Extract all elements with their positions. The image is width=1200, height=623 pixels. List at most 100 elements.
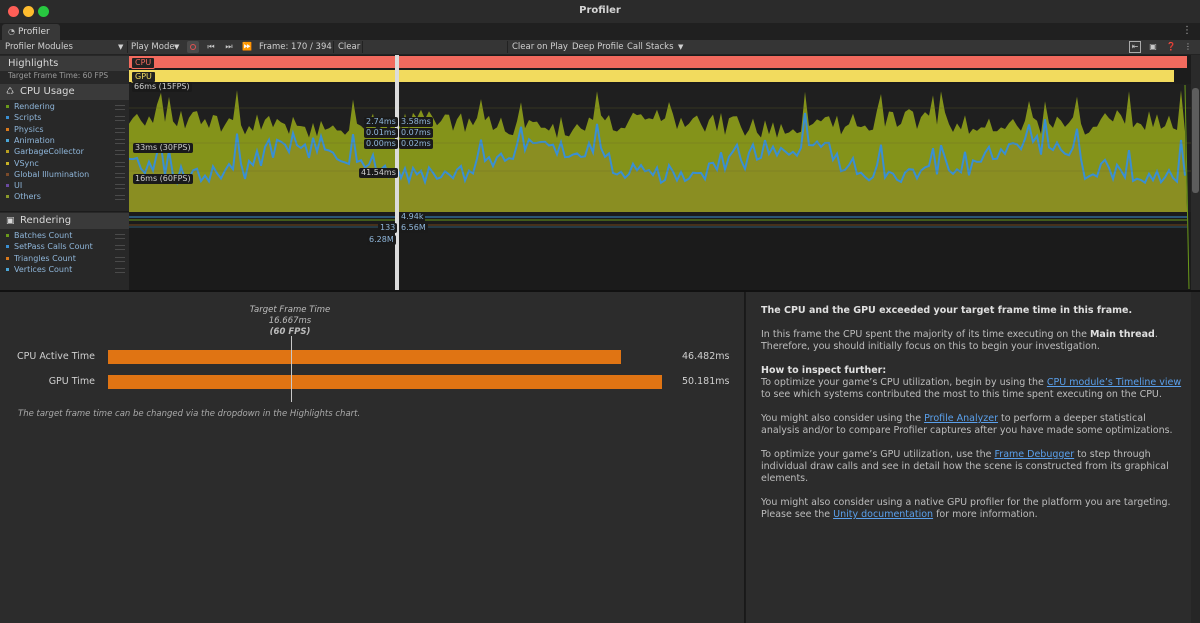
frame-analysis-panel: The CPU and the GPU exceeded your target… — [745, 292, 1200, 623]
legend-color-swatch — [6, 234, 9, 237]
legend-color-swatch — [6, 184, 9, 188]
chevron-down-icon[interactable]: ▼ — [118, 43, 124, 51]
load-icon[interactable]: ⇤ — [1129, 41, 1141, 53]
cpu-value-scripts: 3.58ms — [399, 117, 433, 127]
tab-profiler-label: Profiler — [18, 27, 50, 37]
drag-handle-icon[interactable] — [115, 161, 125, 167]
rendering-value-batches: 133 — [378, 223, 398, 233]
drag-handle-icon[interactable] — [115, 267, 125, 273]
play-mode-dropdown[interactable]: Play Mode — [131, 42, 175, 52]
analysis-scrollbar[interactable] — [1191, 292, 1200, 623]
target-frame-time-note: The target frame time can be changed via… — [18, 409, 361, 419]
rendering-chart — [129, 216, 1187, 228]
chart-label-33ms: 33ms (30FPS) — [133, 143, 193, 153]
cpu-value-animation: 0.07ms — [399, 128, 433, 138]
legend-label: Others — [14, 192, 41, 202]
modules-sidebar: Highlights Target Frame Time: 60 FPS ♺ C… — [0, 55, 129, 290]
charts-scrollbar[interactable] — [1191, 55, 1200, 290]
title-bar: Profiler — [0, 0, 1200, 24]
legend-label: Triangles Count — [14, 253, 76, 263]
drag-handle-icon[interactable] — [115, 256, 125, 262]
zoom-window-button[interactable] — [38, 6, 49, 17]
legend-label: Vertices Count — [14, 264, 73, 274]
legend-label: Animation — [14, 135, 55, 145]
legend-color-swatch — [6, 105, 9, 108]
drag-handle-icon[interactable] — [115, 138, 125, 144]
cpu-value-gc: 0.00ms — [364, 139, 398, 149]
drag-handle-icon[interactable] — [115, 234, 125, 239]
cpu-usage-module-header[interactable]: ♺ CPU Usage — [0, 84, 129, 100]
cpu-highlight-bar[interactable] — [129, 56, 1187, 68]
highlights-title: Highlights — [8, 58, 59, 69]
target-frame-time-line — [291, 336, 292, 402]
profiler-toolbar: Profiler Modules ▼ Play Mode ▼ ⏮ ⏭ ⏩ Fra… — [0, 40, 1200, 55]
next-frame-icon[interactable]: ⏭ — [225, 42, 233, 51]
unity-documentation-link[interactable]: Unity documentation — [833, 509, 934, 520]
cpu-timeline-link[interactable]: CPU module’s Timeline view — [1046, 377, 1182, 388]
more-options-icon[interactable]: ⋮ — [1184, 42, 1192, 51]
profile-analyzer-link[interactable]: Profile Analyzer — [924, 413, 998, 424]
frame-debugger-link[interactable]: Frame Debugger — [994, 449, 1075, 460]
legend-label: Batches Count — [14, 231, 73, 240]
save-icon[interactable]: ▣ — [1149, 42, 1157, 51]
target-ms: 16.667ms — [268, 316, 312, 326]
cpu-icon: ♺ — [6, 87, 15, 97]
scrollbar-thumb[interactable] — [1192, 88, 1199, 193]
advice-paragraph-3: You might also consider using the Profil… — [761, 413, 1173, 436]
drag-handle-icon[interactable] — [115, 150, 125, 156]
target-frame-time-dropdown[interactable]: Target Frame Time: 60 FPS — [8, 71, 109, 80]
drag-handle-icon[interactable] — [115, 105, 125, 110]
gpu-time-value: 50.181ms — [682, 376, 730, 387]
gpu-highlight-bar[interactable] — [129, 70, 1174, 82]
splitter[interactable] — [0, 290, 1200, 292]
clear-button[interactable]: Clear — [338, 42, 361, 52]
cpu-value-rendering: 2.74ms — [364, 117, 398, 127]
frame-counter: Frame: 170 / 394 — [259, 42, 332, 52]
deep-profile-toggle[interactable]: Deep Profile — [572, 42, 624, 52]
help-icon[interactable]: ❓ — [1166, 42, 1176, 51]
chart-label-66ms: 66ms (15FPS) — [132, 82, 192, 92]
call-stacks-dropdown[interactable]: Call Stacks — [627, 42, 674, 52]
profiler-charts[interactable] — [129, 55, 1191, 290]
target-frame-time-label: Target Frame Time 16.667ms (60 FPS) — [190, 305, 390, 338]
gpu-time-bar — [108, 375, 662, 389]
drag-handle-icon[interactable] — [115, 195, 125, 201]
cpu-active-time-label: CPU Active Time — [17, 351, 95, 362]
legend-color-swatch — [6, 256, 9, 260]
legend-label: Physics — [14, 124, 44, 134]
legend-color-swatch — [6, 172, 9, 176]
legend-label: Scripts — [14, 113, 42, 123]
cpu-value-others: 41.54ms — [359, 168, 398, 178]
cpu-value-vsync: 0.02ms — [399, 139, 433, 149]
legend-label: SetPass Calls Count — [14, 242, 93, 252]
close-window-button[interactable] — [8, 6, 19, 17]
clear-on-play-toggle[interactable]: Clear on Play — [512, 42, 568, 52]
drag-handle-icon[interactable] — [115, 127, 125, 133]
drag-handle-icon[interactable] — [115, 184, 125, 190]
advice-paragraph-1: In this frame the CPU spent the majority… — [761, 329, 1158, 352]
cpu-highlight-tag: CPU — [131, 57, 156, 69]
profiler-modules-dropdown[interactable]: Profiler Modules — [5, 42, 73, 52]
drag-handle-icon[interactable] — [115, 245, 125, 251]
chart-label-16ms: 16ms (60FPS) — [133, 174, 193, 184]
drag-handle-icon[interactable] — [115, 116, 125, 122]
legend-color-swatch — [6, 245, 9, 249]
legend-color-swatch — [6, 267, 9, 271]
chevron-down-icon[interactable]: ▼ — [174, 43, 180, 51]
tab-profiler[interactable]: ◔ Profiler — [2, 24, 60, 40]
window-title: Profiler — [579, 5, 621, 16]
current-frame-icon[interactable]: ⏩ — [242, 42, 252, 51]
rendering-module-header[interactable]: ▣ Rendering — [0, 213, 129, 229]
tab-bar: ◔ Profiler ⋮ — [0, 23, 1200, 40]
first-frame-icon[interactable]: ⏮ — [207, 42, 215, 51]
legend-color-swatch — [6, 116, 9, 120]
highlights-module-header[interactable]: Highlights — [0, 56, 129, 71]
cpu-usage-chart — [129, 90, 1187, 212]
more-options-icon[interactable]: ⋮ — [1182, 25, 1192, 36]
record-button[interactable] — [187, 41, 199, 53]
cpu-active-time-value: 46.482ms — [682, 351, 730, 362]
minimize-window-button[interactable] — [23, 6, 34, 17]
drag-handle-icon[interactable] — [115, 172, 125, 178]
legend-label: VSync — [14, 158, 39, 168]
chevron-down-icon[interactable]: ▼ — [678, 43, 684, 51]
